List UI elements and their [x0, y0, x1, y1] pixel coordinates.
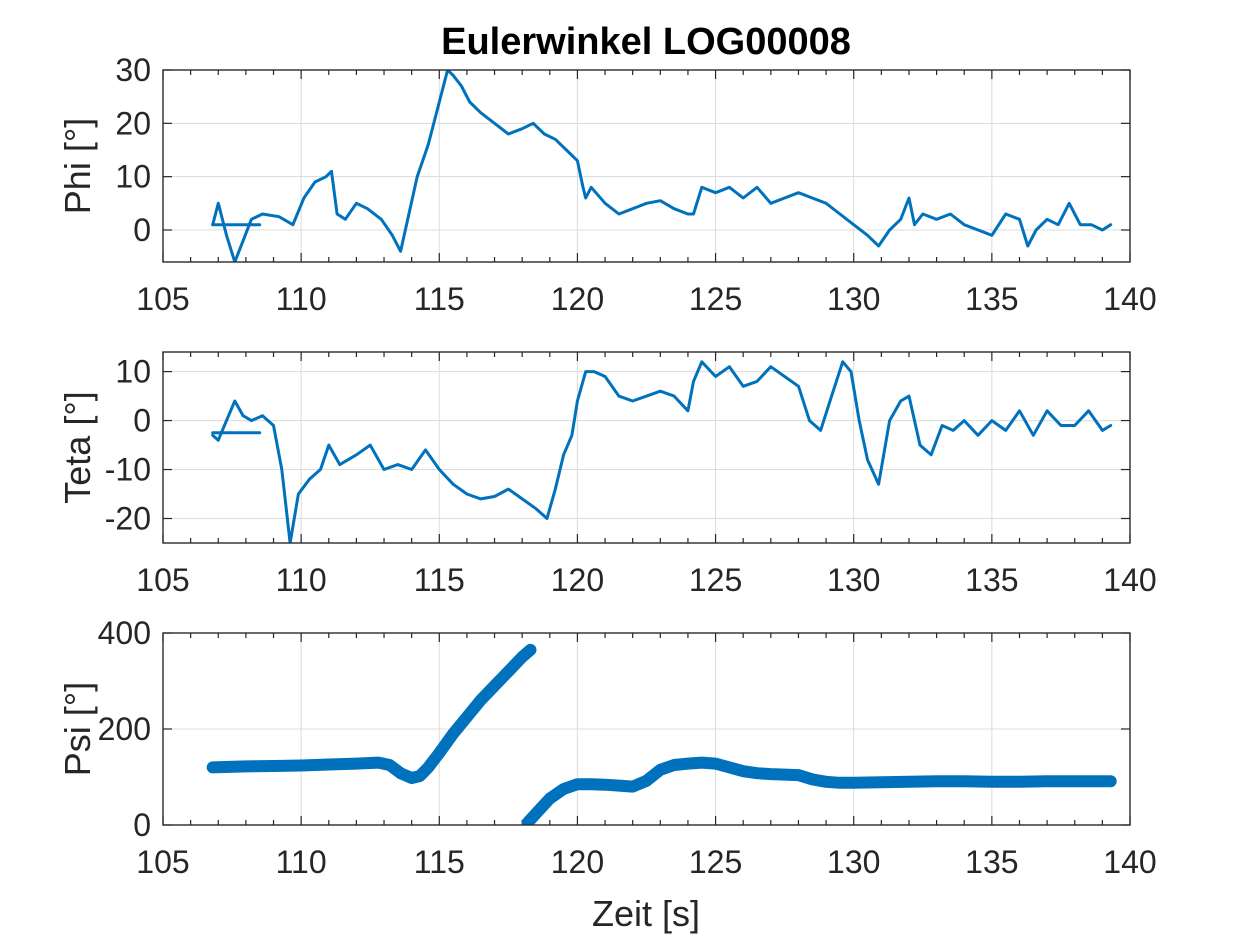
psi-x-tick-label: 130 [827, 844, 880, 880]
phi-x-tick-label: 140 [1103, 281, 1156, 317]
teta-y-tick-label: 0 [133, 403, 151, 439]
teta-x-tick-label: 140 [1103, 562, 1156, 598]
phi-y-tick-label: 30 [115, 52, 151, 88]
phi-series-group [211, 70, 1113, 262]
teta-series-group [211, 360, 1113, 543]
phi-x-tick-label: 135 [965, 281, 1018, 317]
subplot-teta: 105 110 115 120 125 130 135 140 -20 -10 0 10 Teta [°… [57, 351, 1157, 598]
phi-y-axis-label: Phi [°] [57, 118, 98, 214]
teta-x-tick-label: 125 [689, 562, 742, 598]
phi-y-tick-label: 0 [133, 212, 151, 248]
teta-x-tick-label: 105 [136, 562, 189, 598]
teta-x-tick-label: 130 [827, 562, 880, 598]
psi-x-tick-label: 125 [689, 844, 742, 880]
teta-y-tick-label: 10 [115, 354, 151, 390]
psi-series-line-0 [206, 643, 537, 784]
psi-x-tick-label: 120 [551, 844, 604, 880]
psi-series-group [206, 643, 1117, 825]
phi-x-tick-label: 110 [276, 281, 327, 317]
teta-x-tick-label: 110 [276, 562, 327, 598]
teta-y-tick-label: -10 [105, 452, 151, 488]
subplot-phi: 105 110 115 120 125 130 135 140 0 10 20 30 Phi [°] [57, 52, 1157, 317]
teta-x-tick-label: 135 [965, 562, 1018, 598]
psi-x-tick-label: 110 [276, 844, 327, 880]
phi-x-tick-label: 115 [414, 281, 465, 317]
x-axis-label: Zeit [s] [592, 893, 700, 934]
phi-y-tick-label: 10 [115, 159, 151, 195]
teta-plot-area [162, 351, 1131, 544]
phi-x-tick-label: 125 [689, 281, 742, 317]
psi-x-tick-label: 140 [1103, 844, 1156, 880]
psi-series-line-1 [521, 756, 1117, 825]
phi-series-line-0 [211, 70, 1113, 262]
psi-x-tick-label: 135 [965, 844, 1018, 880]
teta-series-line-0 [211, 360, 1113, 543]
phi-x-tick-label: 120 [551, 281, 604, 317]
psi-y-tick-label: 200 [98, 711, 151, 747]
teta-x-tick-label: 120 [551, 562, 604, 598]
teta-y-axis-label: Teta [°] [57, 391, 98, 503]
psi-x-tick-label: 105 [136, 844, 189, 880]
teta-x-tick-label: 115 [414, 562, 465, 598]
phi-x-tick-label: 105 [136, 281, 189, 317]
phi-x-tick-label: 130 [827, 281, 880, 317]
psi-y-tick-label: 0 [133, 807, 151, 843]
psi-y-axis-label: Psi [°] [57, 682, 98, 776]
chart-title: Eulerwinkel LOG00008 [441, 21, 851, 63]
teta-y-tick-label: -20 [105, 501, 151, 537]
phi-y-tick-label: 20 [115, 105, 151, 141]
psi-x-tick-label: 115 [414, 844, 465, 880]
teta-axes-box [162, 351, 1131, 544]
psi-axes-box [162, 632, 1131, 826]
psi-y-tick-label: 400 [98, 615, 151, 651]
phi-axes-box [162, 69, 1131, 263]
